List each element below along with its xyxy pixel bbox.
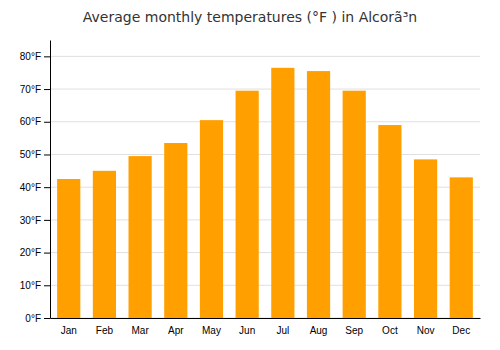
bar xyxy=(129,156,152,318)
y-tick-label: 0°F xyxy=(25,313,41,324)
y-tick-mark xyxy=(44,318,50,319)
y-tick-label: 40°F xyxy=(20,182,41,193)
x-tick-label: Jul xyxy=(276,325,289,336)
x-tick-label: Nov xyxy=(417,325,435,336)
y-tick-label: 30°F xyxy=(20,215,41,226)
y-tick-mark xyxy=(44,253,50,254)
x-tick-label: Jan xyxy=(61,325,77,336)
x-tick: Jul xyxy=(276,325,289,336)
y-tick: 60°F xyxy=(20,116,50,127)
chart-svg: Average monthly temperatures (°F ) in Al… xyxy=(0,0,500,350)
chart-container: Average monthly temperatures (°F ) in Al… xyxy=(0,0,500,350)
y-tick: 0°F xyxy=(25,313,50,324)
x-tick-label: Feb xyxy=(96,325,114,336)
y-tick-label: 70°F xyxy=(20,84,41,95)
y-tick: 30°F xyxy=(20,215,50,226)
grid-line xyxy=(50,121,480,122)
plot-area: Jan Feb Mar Apr May Jun Jul Aug Sep Oct Nov Dec 0°F 1… xyxy=(20,41,481,337)
bar xyxy=(236,91,259,318)
x-tick: Dec xyxy=(452,325,470,336)
y-axis-line xyxy=(50,41,51,319)
x-tick: Oct xyxy=(382,325,398,336)
bar xyxy=(200,120,223,318)
x-tick-label: Sep xyxy=(345,325,363,336)
x-tick: Apr xyxy=(168,325,184,336)
y-tick: 20°F xyxy=(20,247,50,258)
grid-line xyxy=(50,56,480,57)
y-tick-mark xyxy=(44,220,50,221)
y-tick: 80°F xyxy=(20,51,50,62)
y-tick: 10°F xyxy=(20,280,50,291)
y-tick-label: 50°F xyxy=(20,149,41,160)
x-tick-label: Oct xyxy=(382,325,398,336)
x-axis: Jan Feb Mar Apr May Jun Jul Aug Sep Oct Nov Dec xyxy=(51,319,481,337)
grid-line xyxy=(50,154,480,155)
x-tick-label: Mar xyxy=(131,325,149,336)
bars xyxy=(57,68,473,318)
x-tick: Jun xyxy=(239,325,255,336)
bar xyxy=(271,68,294,318)
x-axis-line xyxy=(51,318,481,319)
y-tick-mark xyxy=(44,285,50,286)
x-tick: Aug xyxy=(310,325,328,336)
x-tick: May xyxy=(202,325,221,336)
y-tick-label: 20°F xyxy=(20,247,41,258)
x-tick: Jan xyxy=(61,325,77,336)
x-tick: Sep xyxy=(345,325,363,336)
bar xyxy=(93,171,116,318)
x-tick-label: May xyxy=(202,325,221,336)
bar xyxy=(450,177,473,318)
bar xyxy=(378,125,401,318)
y-axis: 0°F 10°F 20°F 30°F 40°F 50°F 60°F 70°F 80°F xyxy=(20,41,51,324)
y-tick: 70°F xyxy=(20,84,50,95)
x-tick: Mar xyxy=(131,325,149,336)
y-tick-mark xyxy=(44,56,50,57)
x-tick-label: Dec xyxy=(452,325,470,336)
chart-title: Average monthly temperatures (°F ) in Al… xyxy=(83,9,417,25)
bar xyxy=(414,159,437,318)
y-tick-mark xyxy=(44,89,50,90)
y-tick: 40°F xyxy=(20,182,50,193)
bar xyxy=(57,179,80,318)
y-tick: 50°F xyxy=(20,149,50,160)
bar xyxy=(164,143,187,318)
y-tick-label: 10°F xyxy=(20,280,41,291)
y-tick-label: 60°F xyxy=(20,116,41,127)
y-tick-mark xyxy=(44,122,50,123)
x-tick: Feb xyxy=(96,325,114,336)
x-tick-label: Apr xyxy=(168,325,184,336)
x-tick: Nov xyxy=(417,325,435,336)
bar xyxy=(343,91,366,318)
grid-line xyxy=(50,89,480,90)
x-tick-label: Jun xyxy=(239,325,255,336)
bar xyxy=(307,71,330,318)
x-tick-label: Aug xyxy=(310,325,328,336)
grid xyxy=(50,56,480,318)
y-tick-mark xyxy=(44,154,50,155)
y-tick-label: 80°F xyxy=(20,51,41,62)
y-tick-mark xyxy=(44,187,50,188)
